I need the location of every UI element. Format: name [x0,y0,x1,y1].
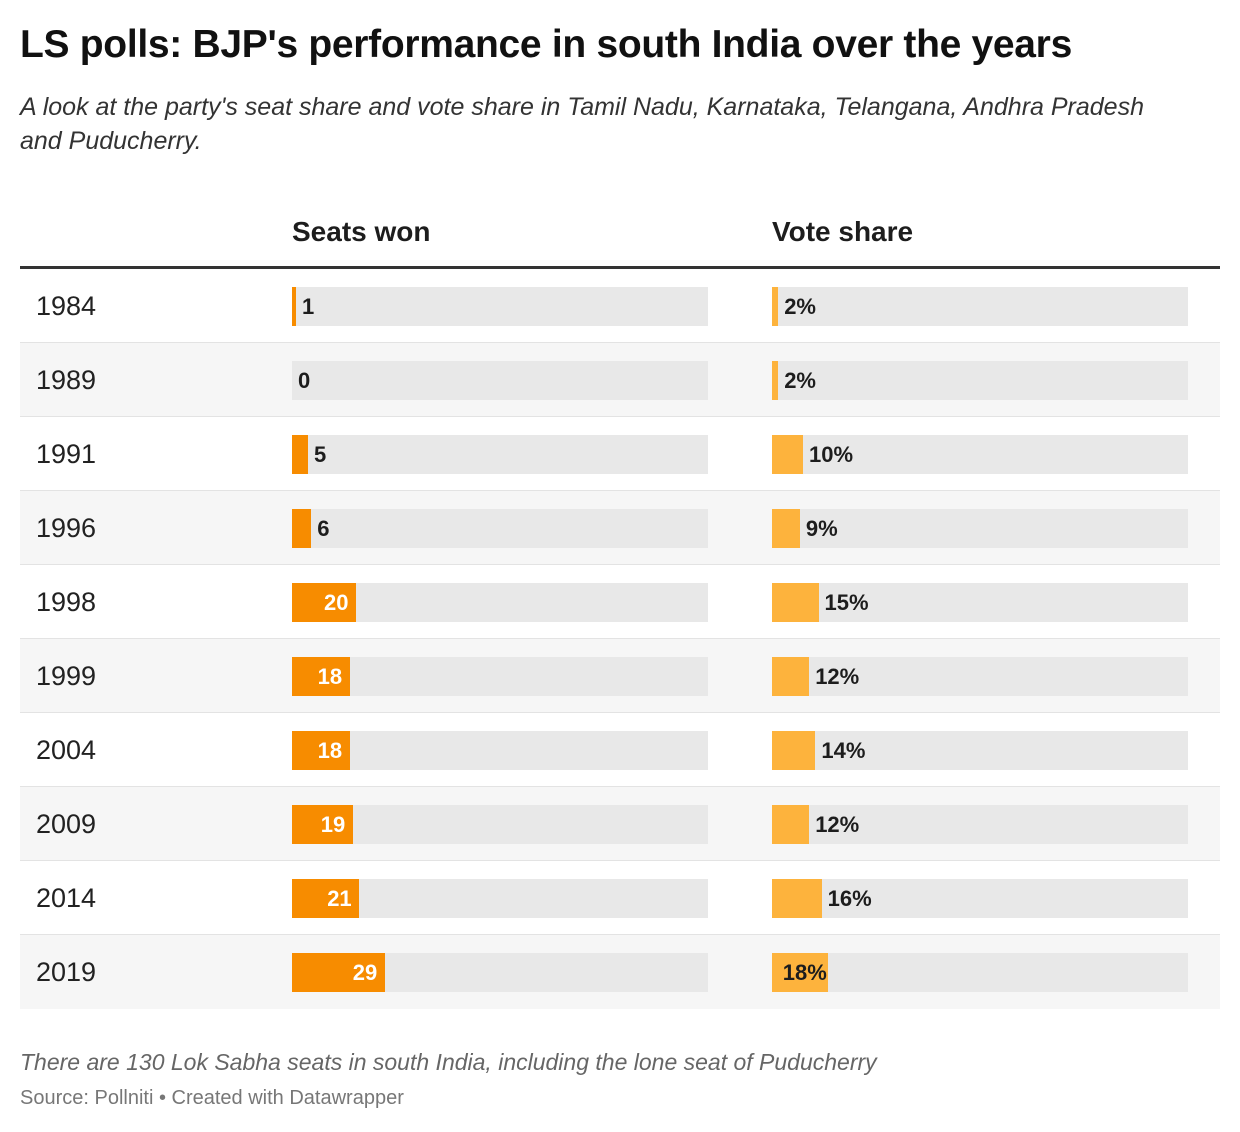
chart-subtitle: A look at the party's seat share and vot… [20,93,1144,155]
vote-share-value-label: 12% [815,812,860,837]
seats-bar-track: 1 [292,287,708,326]
seats-bar [292,879,360,918]
year-label: 1984 [36,291,97,321]
seats-value-label: 21 [327,886,352,911]
seats-bar-track: 5 [292,435,708,474]
seats-bar-track: 21 [292,879,708,918]
seats-value-label: 18 [317,738,343,763]
year-label: 2004 [36,735,97,765]
vote-share-value-label: 16% [827,886,872,911]
vote-share-value-label: 2% [784,294,816,319]
chart-source: Source: Pollniti • Created with Datawrap… [20,1087,404,1109]
vote-share-value-label: 2% [784,368,816,393]
year-label: 1996 [36,513,97,543]
table-row: 2004 18 14% [20,713,1220,787]
vote-share-value-label: 14% [821,738,866,763]
vote-share-bar [772,953,828,992]
seats-value-label: 19 [320,812,346,837]
seats-value-label: 6 [317,516,330,541]
table-body: 1984 1 2% 1989 0 2% 1991 5 10% 1996 6 9% 1998 20 15% 19… [20,269,1220,1009]
vote-share-bar [772,583,819,622]
seats-bar-track: 29 [292,953,708,992]
vote-share-value-label: 15% [824,590,869,615]
seats-bar [292,953,385,992]
vote-share-bar [772,361,779,400]
vote-share-bar-track: 18% [772,953,1188,992]
table-row: 2014 21 16% [20,861,1220,935]
vote-share-bar [772,879,822,918]
chart-notes: There are 130 Lok Sabha seats in south I… [20,1049,877,1075]
header-rule [20,266,1220,269]
vote-share-bar [772,731,816,770]
seats-bar-track: 20 [292,583,708,622]
table-row: 1998 20 15% [20,565,1220,639]
vote-share-bar-track: 15% [772,583,1188,622]
vote-share-value-label: 18% [782,960,827,985]
seats-value-label: 5 [314,442,327,467]
seats-bar-track: 18 [292,731,708,770]
vote-share-bar [772,435,803,474]
seats-value-label: 0 [298,368,311,393]
year-label: 1989 [36,365,97,395]
seats-bar-track: 18 [292,657,708,696]
year-label: 2019 [36,957,97,987]
table-row: 1984 1 2% [20,269,1220,343]
seats-value-label: 18 [317,664,343,689]
seats-bar-track: 19 [292,805,708,844]
table-row: 1999 18 12% [20,639,1220,713]
column-header-vote-share: Vote share [772,216,914,247]
seats-bar [292,805,353,844]
year-label: 1999 [36,661,97,691]
vote-share-bar [772,509,800,548]
seats-bar [292,731,350,770]
vote-share-bar-track: 12% [772,657,1188,696]
vote-share-bar-track: 9% [772,509,1188,548]
seats-bar [292,435,308,474]
vote-share-bar-track: 14% [772,731,1188,770]
vote-share-value-label: 10% [809,442,854,467]
table-row: 2009 19 12% [20,787,1220,861]
year-label: 2014 [36,883,97,913]
year-label: 1991 [36,439,97,469]
table-row: 1996 6 9% [20,491,1220,565]
seats-value-label: 1 [302,294,315,319]
seats-bar [292,583,356,622]
vote-share-bar [772,657,810,696]
vote-share-bar [772,805,810,844]
seats-bar [292,509,312,548]
table-row: 2019 29 18% [20,935,1220,1009]
table-row: 1989 0 2% [20,343,1220,417]
year-label: 1998 [36,587,97,617]
seats-bar [292,287,296,326]
seats-value-label: 29 [352,960,378,985]
year-label: 2009 [36,809,97,839]
vote-share-bar-track: 10% [772,435,1188,474]
seats-bar [292,657,350,696]
seats-value-label: 20 [324,590,349,615]
vote-share-bar-track: 16% [772,879,1188,918]
seats-bar-track: 6 [292,509,708,548]
vote-share-bar-track: 12% [772,805,1188,844]
vote-share-bar-track: 2% [772,361,1188,400]
vote-share-bar-track: 2% [772,287,1188,326]
seats-bar-track: 0 [292,361,708,400]
vote-share-value-label: 12% [815,664,860,689]
vote-share-value-label: 9% [805,516,838,541]
column-header-seats: Seats won [292,216,431,247]
vote-share-bar [772,287,779,326]
chart-title: LS polls: BJP's performance in south Ind… [20,23,1072,66]
table-row: 1991 5 10% [20,417,1220,491]
